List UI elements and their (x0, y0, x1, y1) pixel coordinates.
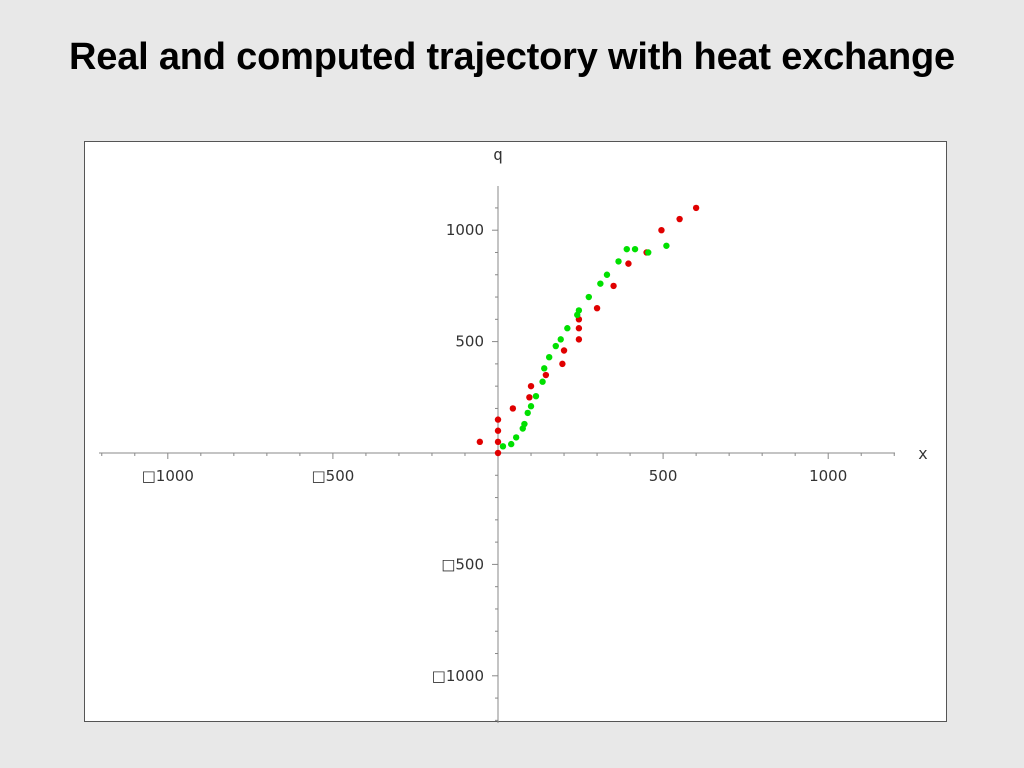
data-point-series-2 (557, 336, 564, 343)
y-tick-label: 1000 (446, 221, 484, 239)
data-point-series-1 (692, 204, 700, 212)
data-point-series-2 (541, 365, 548, 372)
data-point-series-2 (521, 420, 528, 428)
data-point-series-1 (494, 438, 502, 446)
data-point-series-2 (663, 242, 670, 249)
data-point-series-1 (509, 405, 517, 412)
data-point-series-1 (575, 336, 583, 343)
data-point-series-2 (539, 378, 546, 385)
data-point-series-2 (615, 258, 622, 265)
data-point-series-1 (610, 282, 617, 290)
data-point-series-1 (676, 215, 683, 223)
data-point-series-1 (560, 347, 568, 354)
data-point-series-2 (512, 434, 520, 441)
data-point-series-1 (476, 438, 484, 446)
data-point-series-2 (508, 440, 515, 448)
data-point-series-1 (494, 427, 502, 434)
data-point-series-1 (494, 416, 502, 423)
data-point-series-2 (623, 245, 630, 253)
data-point-series-1 (625, 260, 632, 267)
data-point-series-1 (658, 227, 665, 234)
y-tick-label: 500 (455, 333, 484, 351)
data-point-series-2 (545, 353, 553, 361)
data-point-series-2 (564, 325, 571, 332)
data-point-series-2 (532, 392, 540, 400)
data-point-series-2 (527, 403, 535, 410)
data-point-series-2 (645, 249, 652, 256)
data-point-series-1 (542, 371, 550, 379)
data-point-series-1 (575, 325, 583, 332)
x-tick-label: □500 (311, 467, 354, 485)
plot-frame: □1000 □500 500 1000 1000 500 □500 □1000 x q (84, 141, 947, 723)
slide-title: Real and computed trajectory with heat e… (69, 36, 955, 78)
data-point-series-2 (575, 307, 583, 314)
data-point-series-2 (499, 443, 507, 450)
data-point-series-2 (524, 409, 531, 417)
data-point-series-1 (526, 394, 533, 401)
data-point-series-1 (494, 449, 502, 457)
data-point-series-2 (585, 293, 593, 301)
data-point-series-1 (527, 382, 535, 390)
data-point-series-2 (603, 271, 611, 278)
y-tick-label: □1000 (432, 667, 484, 685)
x-axis-label: x (918, 444, 928, 463)
data-point-series-2 (597, 280, 604, 287)
data-point-series-2 (631, 245, 639, 253)
data-point-series-2 (552, 342, 559, 350)
y-axis-label: q (493, 145, 503, 164)
x-tick-label: 500 (649, 467, 678, 485)
scatter-chart: □1000 □500 500 1000 1000 500 □500 □1000 x q (99, 145, 928, 723)
y-tick-label: □500 (441, 555, 484, 573)
x-tick-label: □1000 (142, 467, 194, 485)
x-tick-label: 1000 (809, 467, 847, 485)
data-point-series-1 (559, 360, 566, 368)
data-point-series-1 (593, 304, 601, 312)
